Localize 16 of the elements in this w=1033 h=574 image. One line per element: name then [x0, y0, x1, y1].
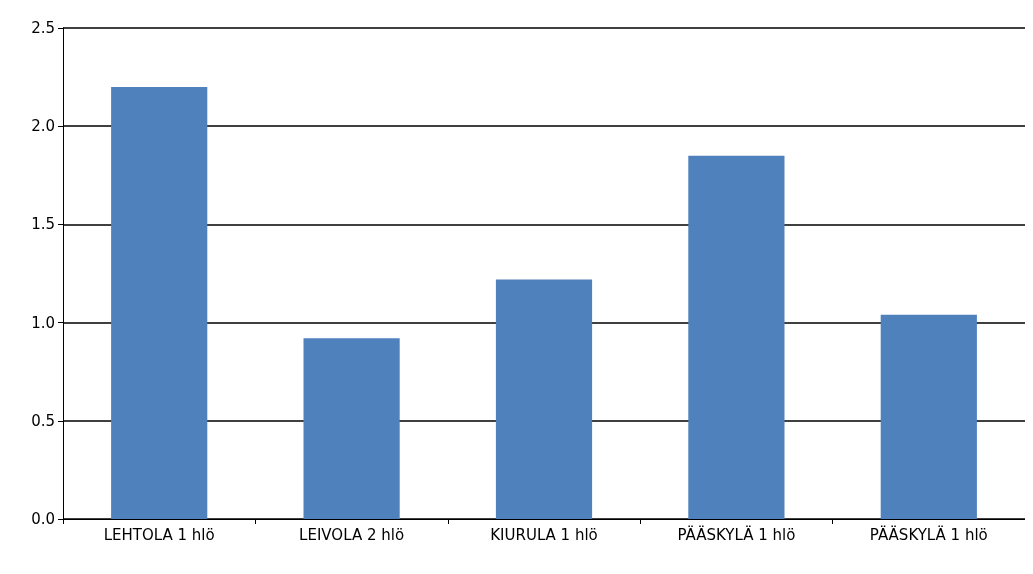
y-tick-label: 0.5 — [31, 411, 55, 430]
bar — [495, 279, 593, 519]
bar — [880, 314, 977, 519]
x-tick-label: LEIVOLA 2 hlö — [299, 525, 405, 544]
x-tick-label: PÄÄSKYLÄ 1 hlö — [677, 524, 796, 544]
y-tick-label: 2.0 — [31, 117, 55, 136]
y-tick-label: 1.5 — [31, 215, 55, 234]
bar — [688, 155, 785, 519]
x-tick-label: LEHTOLA 1 hlö — [103, 525, 215, 544]
bar — [111, 86, 208, 519]
y-tick-label: 2.5 — [31, 19, 55, 37]
y-tick-label: 1.0 — [31, 313, 55, 332]
y-tick-label: 0.0 — [31, 510, 55, 528]
x-tick-label: PÄÄSKYLÄ 1 hlö — [869, 524, 988, 544]
bar — [303, 338, 400, 519]
x-tick-label: KIURULA 1 hlö — [490, 525, 598, 544]
